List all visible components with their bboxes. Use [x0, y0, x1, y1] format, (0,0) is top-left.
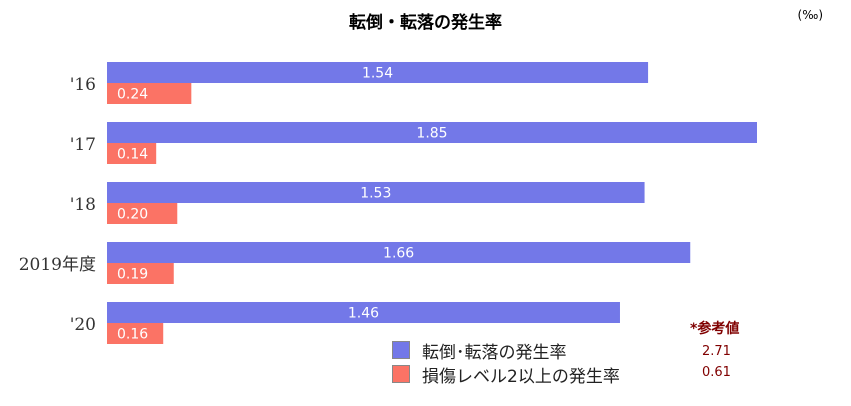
legend-label-incidence: 転倒･転落の発生率 — [422, 342, 567, 363]
legend-swatch-injury — [392, 365, 410, 383]
reference-value-incidence: 2.71 — [702, 344, 731, 359]
bar-injury — [107, 323, 164, 344]
reference-title: *参考値 — [690, 321, 740, 337]
data-label: 1.53 — [360, 186, 391, 202]
category-label: '18 — [70, 195, 96, 215]
legend-swatch-incidence — [392, 341, 410, 359]
category-label: '17 — [70, 135, 96, 155]
bar-incidence — [107, 302, 620, 323]
category-label: '20 — [70, 315, 96, 335]
data-label: 0.19 — [117, 267, 148, 283]
bar-incidence — [107, 242, 691, 263]
data-label: 1.85 — [416, 126, 447, 142]
legend: 転倒･転落の発生率 損傷レベル2以上の発生率 — [392, 338, 620, 387]
data-label: 1.54 — [362, 66, 393, 82]
unit-label: (‰) — [797, 8, 823, 22]
bar-incidence — [107, 182, 645, 203]
data-label: 1.46 — [348, 306, 379, 322]
legend-item-incidence: 転倒･転落の発生率 — [392, 338, 620, 363]
data-label: 1.66 — [383, 246, 414, 262]
bar-injury — [107, 143, 157, 164]
chart-title: 転倒・転落の発生率 — [349, 13, 502, 33]
legend-item-injury: 損傷レベル2以上の発生率 — [392, 362, 620, 387]
bar-incidence — [107, 122, 757, 143]
bar-injury — [107, 203, 178, 224]
reference-values: *参考値 2.71 0.61 — [690, 318, 739, 380]
data-label: 0.20 — [117, 207, 148, 223]
category-label: '16 — [70, 75, 96, 95]
bar-injury — [107, 263, 174, 284]
bar-incidence — [107, 62, 649, 83]
data-label: 0.14 — [117, 147, 148, 163]
legend-label-injury: 損傷レベル2以上の発生率 — [422, 366, 620, 387]
category-label: 2019年度 — [19, 255, 96, 275]
data-label: 0.16 — [117, 327, 148, 343]
bar-injury — [107, 83, 192, 104]
data-label: 0.24 — [117, 87, 148, 103]
reference-value-injury: 0.61 — [702, 365, 731, 380]
